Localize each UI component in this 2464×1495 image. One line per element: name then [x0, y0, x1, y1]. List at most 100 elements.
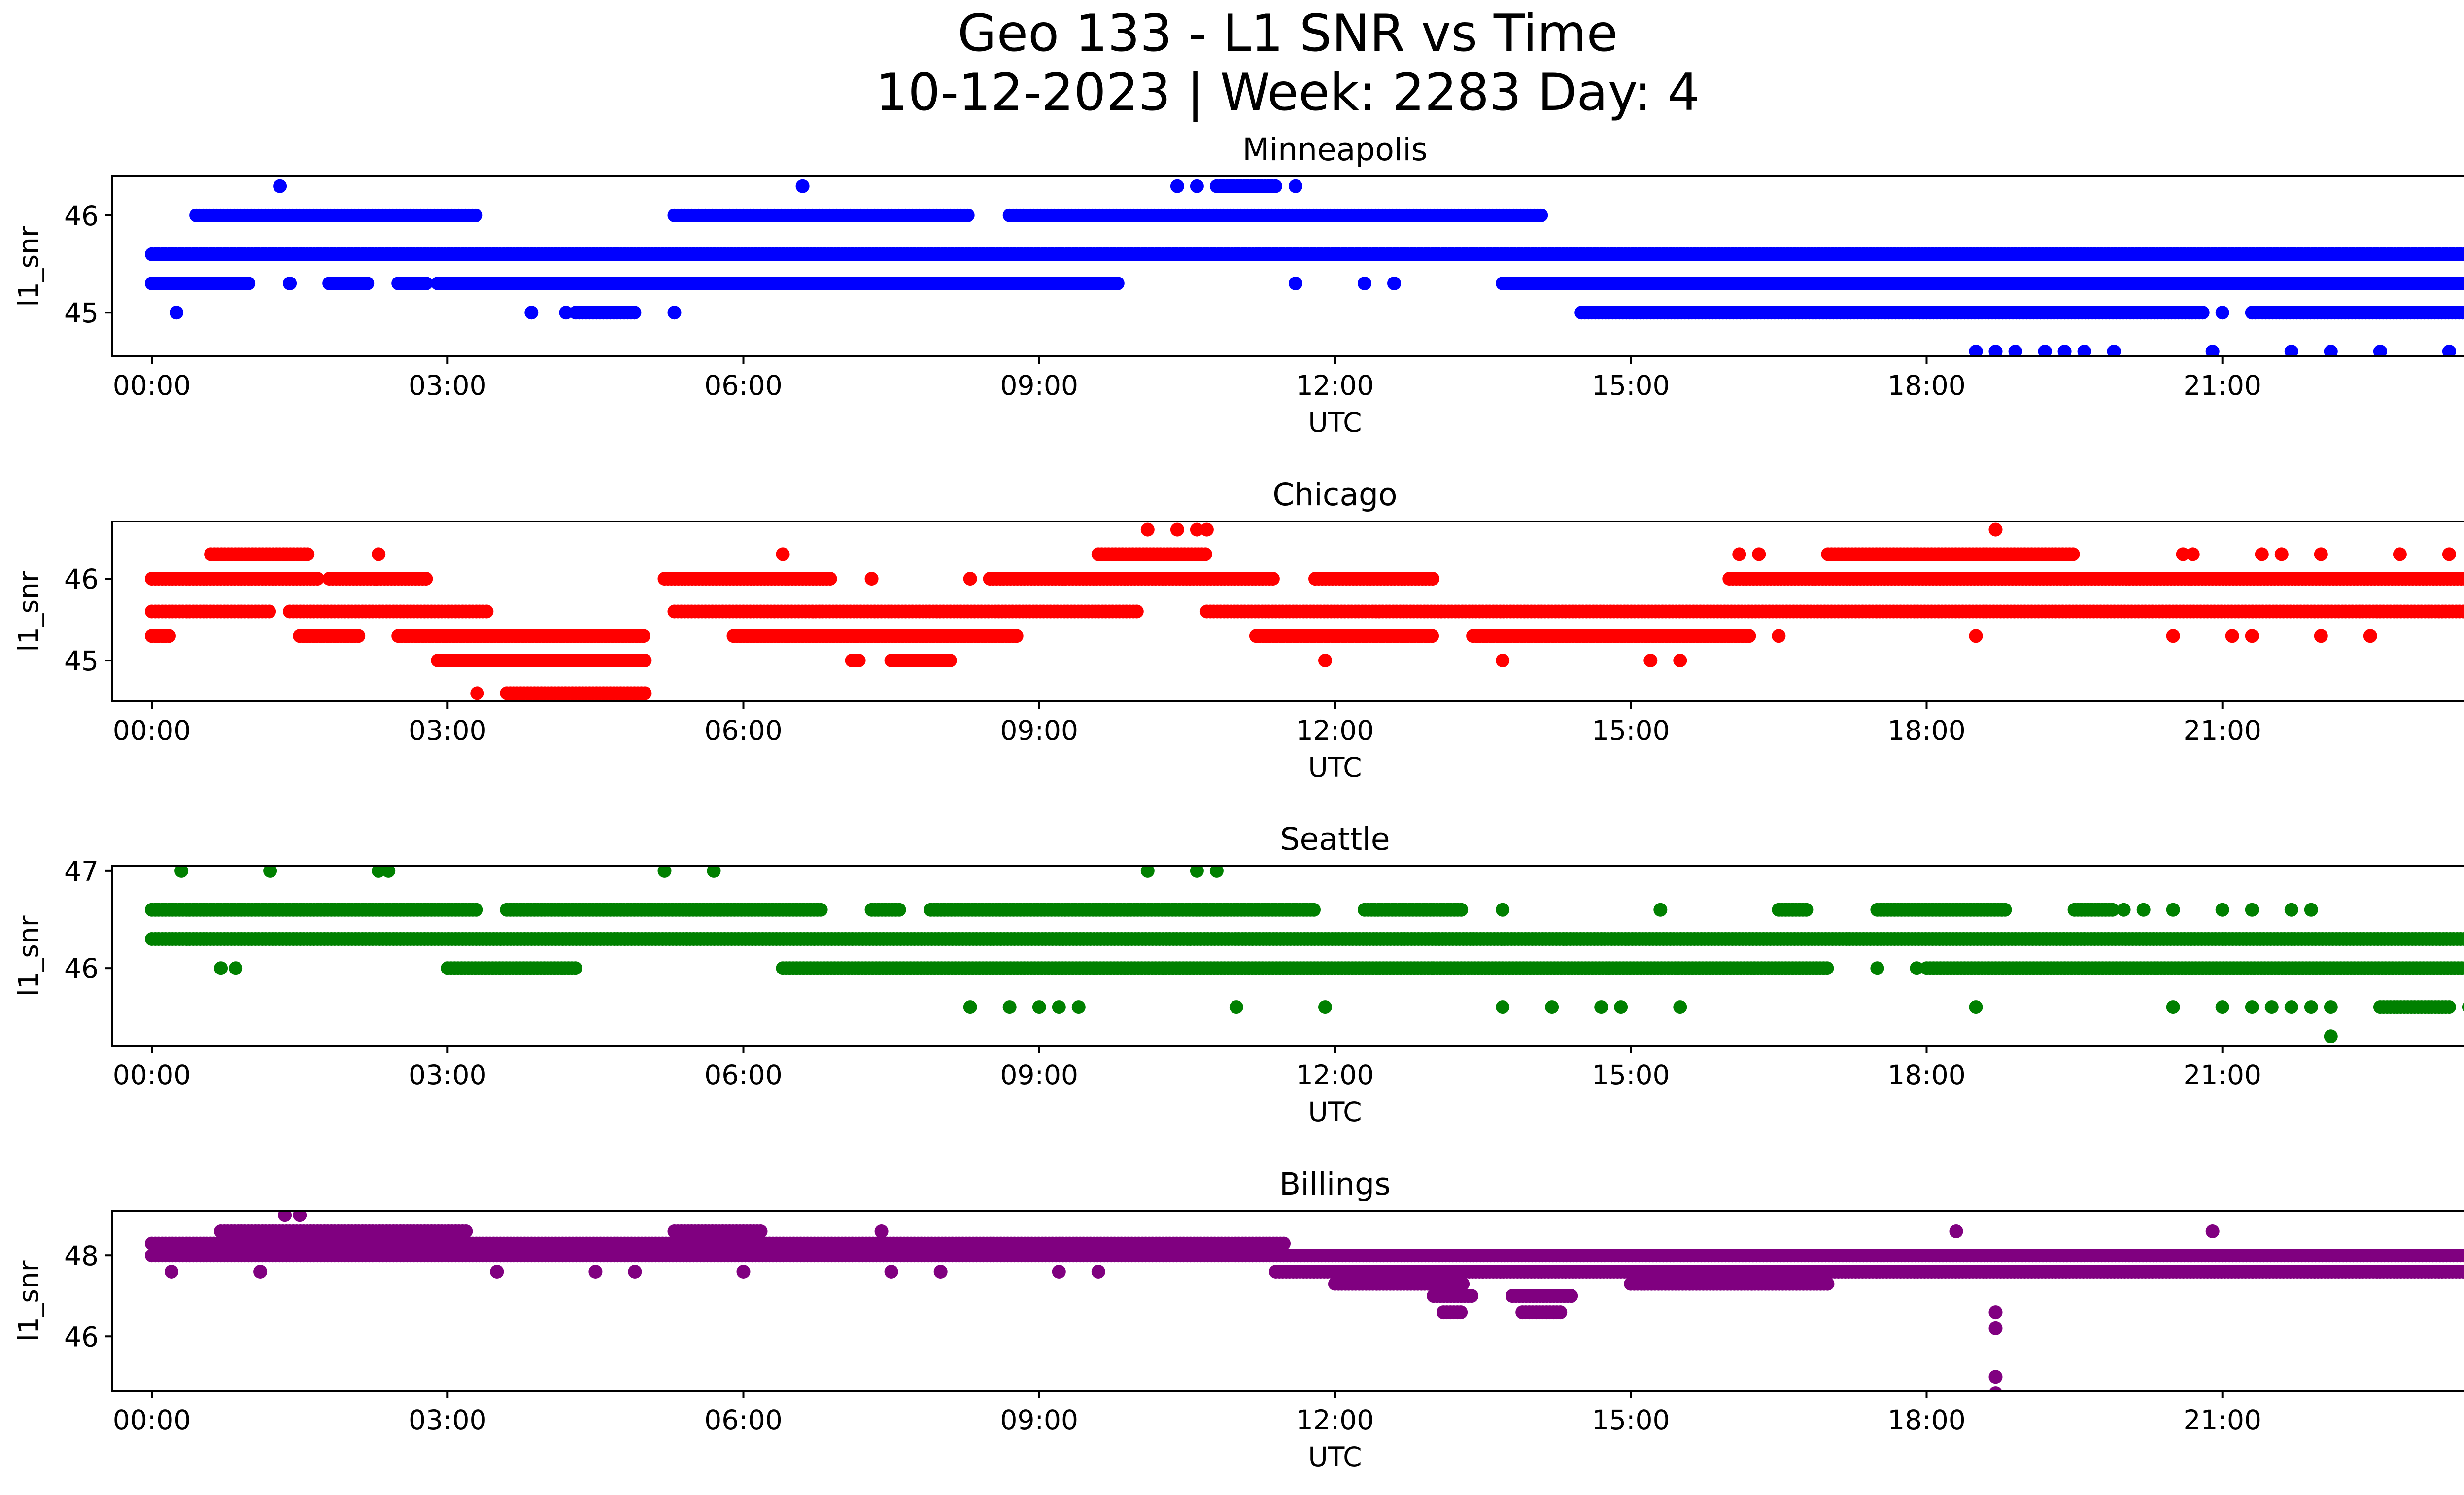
data-point	[1772, 629, 1786, 643]
data-point	[1318, 654, 1332, 667]
data-point	[1387, 277, 1401, 290]
x-tick-label: 03:00	[409, 370, 487, 401]
x-tick-label: 09:00	[1000, 715, 1079, 746]
x-tick-label: 21:00	[2183, 370, 2261, 401]
data-point	[814, 903, 828, 917]
data-point	[351, 629, 366, 643]
x-axis-label: UTC	[1308, 752, 1362, 783]
data-point	[2462, 308, 2464, 317]
data-point	[864, 572, 879, 586]
x-tick-label: 21:00	[2183, 715, 2261, 746]
data-point	[419, 277, 433, 290]
data-point	[638, 686, 652, 700]
data-point	[1799, 903, 1814, 917]
data-point	[1752, 547, 1766, 561]
data-point	[2038, 345, 2052, 356]
subplot-title: Chicago	[1272, 477, 1397, 513]
data-point	[2195, 306, 2210, 320]
data-point	[1988, 522, 2003, 537]
data-point	[892, 903, 906, 917]
data-point	[667, 306, 682, 320]
data-point	[1009, 629, 1024, 643]
data-point	[1289, 179, 1302, 193]
scatter-series-chicago	[145, 522, 2464, 700]
data-point	[2066, 547, 2080, 561]
data-point	[1268, 179, 1282, 193]
y-tick-label: 45	[64, 645, 99, 677]
data-point	[2077, 345, 2091, 356]
data-point	[1129, 604, 1144, 619]
data-point	[1289, 277, 1302, 290]
data-point	[1988, 345, 2003, 356]
data-point	[568, 961, 582, 975]
data-point	[170, 306, 184, 320]
data-point	[2459, 306, 2464, 319]
data-point	[419, 572, 433, 586]
data-point	[2105, 903, 2120, 917]
subplot-title: Minneapolis	[1242, 132, 1427, 168]
data-point	[1454, 903, 1469, 917]
data-point	[2458, 277, 2464, 290]
x-axis-label: UTC	[1308, 407, 1362, 438]
data-point	[1732, 547, 1746, 561]
data-point	[1742, 629, 1756, 643]
data-point	[1426, 572, 1440, 586]
data-point	[2166, 629, 2180, 643]
data-point	[1534, 208, 1548, 222]
data-point	[360, 277, 375, 290]
x-tick-label: 06:00	[704, 715, 783, 746]
x-tick-label: 15:00	[1592, 370, 1670, 401]
x-tick-label: 18:00	[1887, 715, 1966, 746]
data-point	[479, 604, 494, 619]
data-point	[1198, 547, 1212, 561]
data-point	[2186, 547, 2200, 561]
data-point	[469, 208, 483, 222]
data-point	[524, 306, 539, 320]
data-point	[310, 572, 325, 586]
data-point	[776, 547, 790, 561]
data-point	[2215, 306, 2229, 320]
data-point	[1643, 654, 1658, 667]
x-tick-label: 06:00	[704, 370, 783, 401]
data-point	[241, 277, 256, 290]
data-point	[283, 277, 297, 290]
data-point	[1199, 522, 1214, 537]
data-point	[2314, 547, 2328, 561]
data-point	[943, 654, 957, 667]
data-point	[1969, 629, 1983, 643]
data-point	[372, 547, 386, 561]
y-tick-label: 45	[64, 297, 99, 329]
y-tick-label: 46	[64, 200, 99, 232]
data-point	[1673, 654, 1687, 667]
data-point	[1140, 522, 1155, 537]
data-point	[2255, 547, 2269, 561]
data-point	[2225, 629, 2239, 643]
data-point	[1190, 179, 1204, 193]
data-point	[1170, 522, 1184, 537]
data-point	[262, 604, 276, 619]
data-point	[1425, 629, 1439, 643]
figure-title-line2: 10-12-2023 | Week: 2283 Day: 4	[876, 63, 1700, 122]
data-point	[1170, 179, 1184, 193]
data-point	[469, 903, 483, 917]
data-point	[1358, 277, 1371, 290]
data-point	[627, 306, 642, 320]
data-point	[2324, 345, 2338, 356]
data-point	[2462, 278, 2464, 288]
x-tick-label: 15:00	[1592, 715, 1670, 746]
x-tick-label: 09:00	[1000, 370, 1079, 401]
data-point	[2284, 345, 2298, 356]
data-point	[2314, 629, 2328, 643]
data-point	[559, 306, 573, 320]
data-point	[2008, 345, 2022, 356]
axes-frame	[111, 175, 2464, 357]
data-point	[852, 654, 866, 667]
data-point	[1190, 522, 1204, 537]
data-point	[960, 208, 975, 222]
data-point	[301, 547, 315, 561]
